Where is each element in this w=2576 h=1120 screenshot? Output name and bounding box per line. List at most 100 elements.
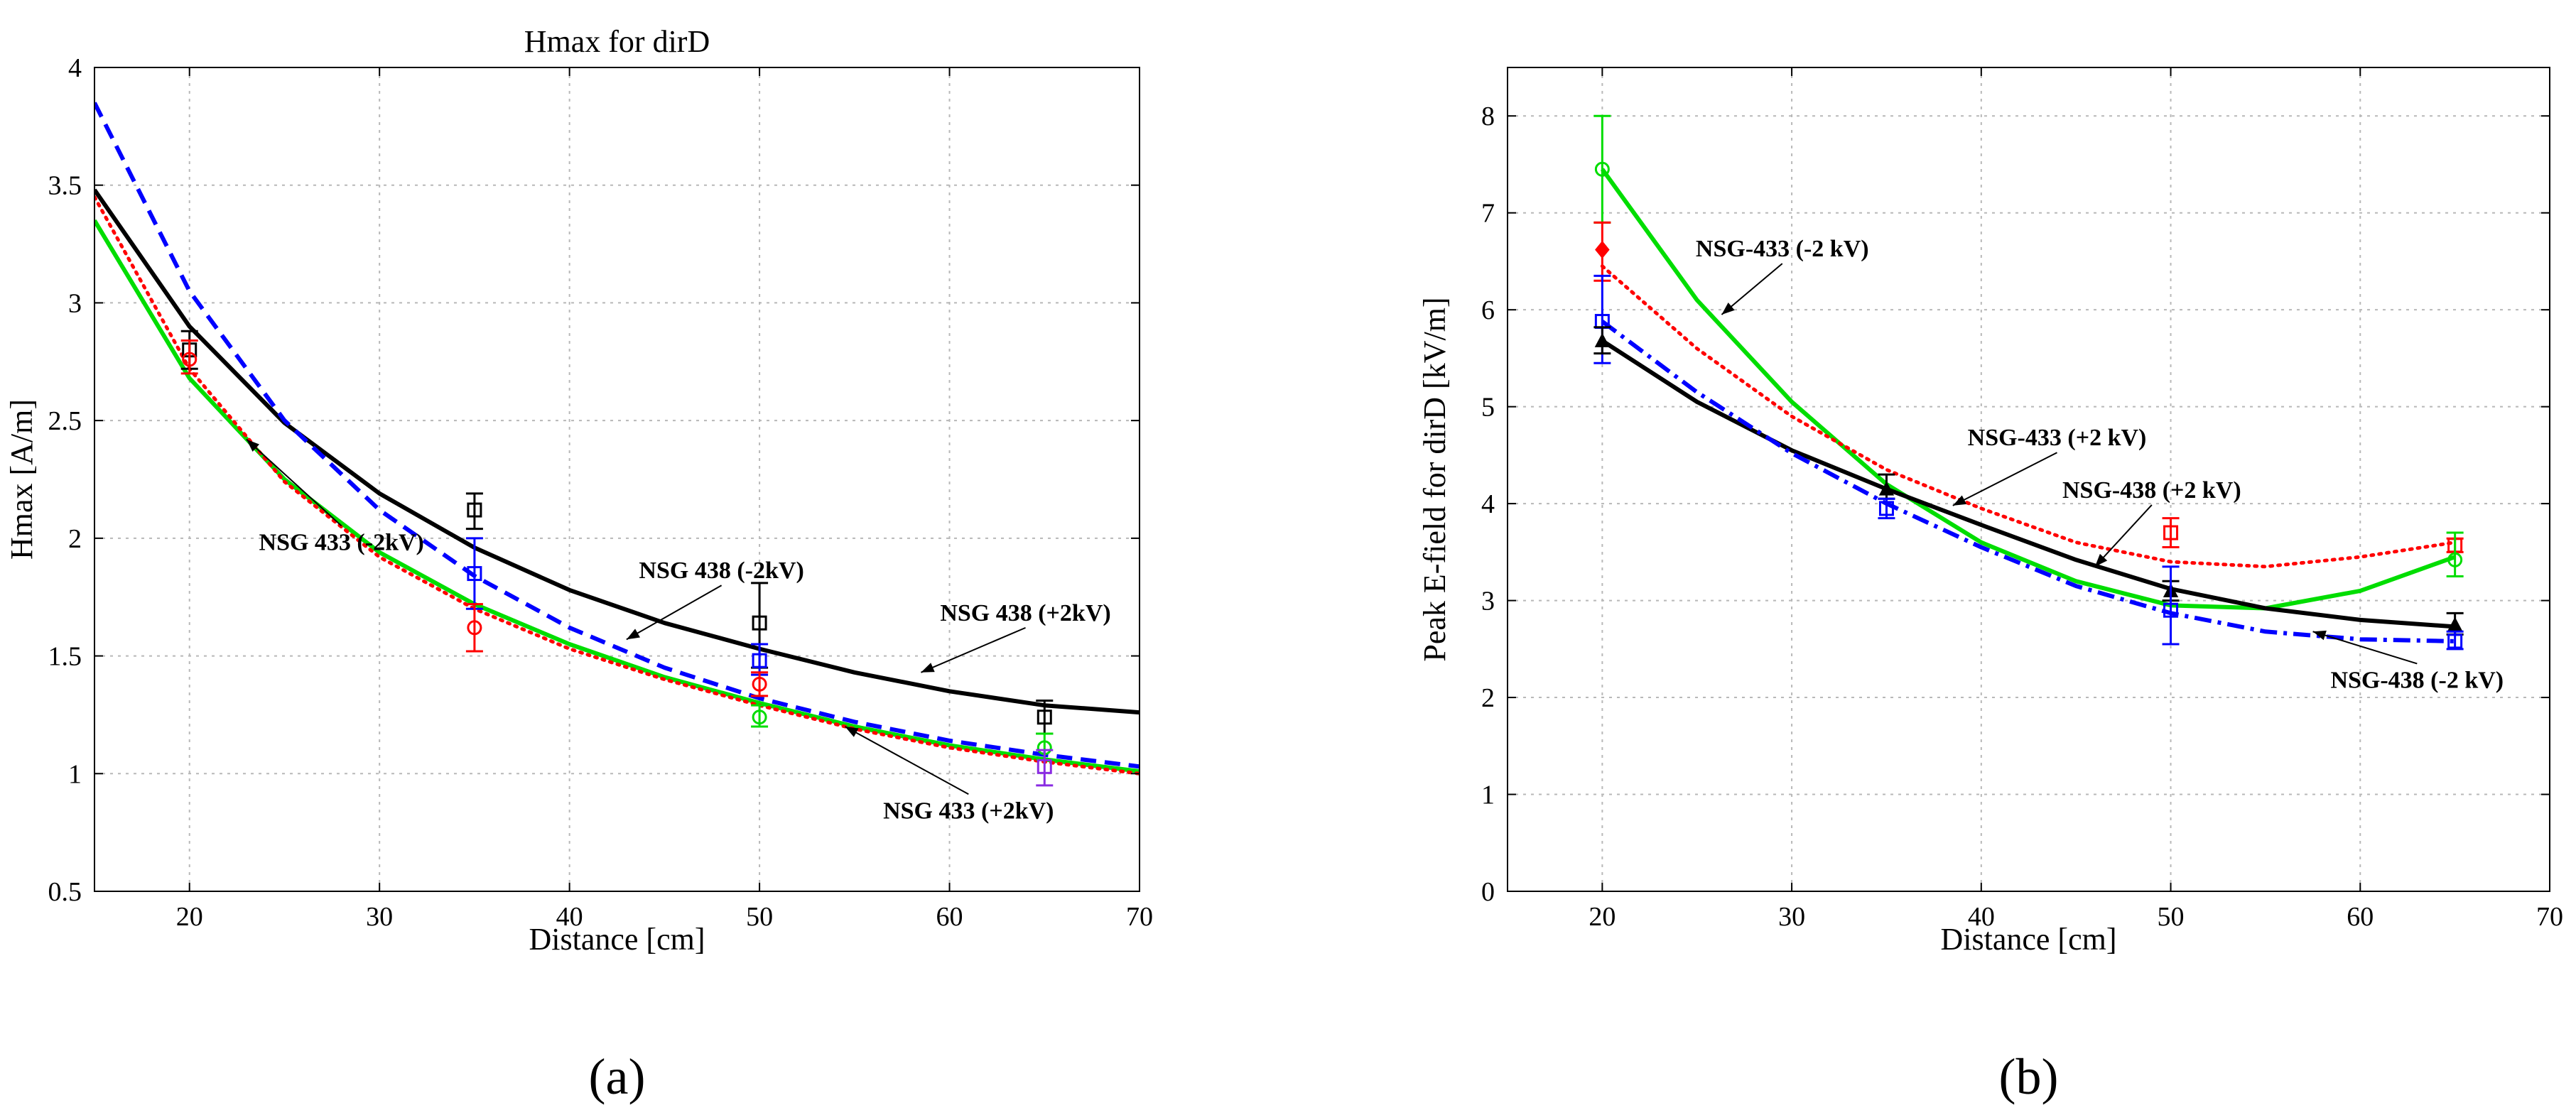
x-tick-label: 50 <box>2158 902 2185 932</box>
annotation-arrow-line <box>1952 452 2057 506</box>
grid <box>1508 67 2550 891</box>
x-tick-label: 20 <box>1589 902 1616 932</box>
annotation-arrowhead <box>1721 303 1735 315</box>
annotation-arrowhead <box>921 663 935 673</box>
annotation-arrow-line <box>626 585 723 641</box>
annotation-label: NSG 433 (-2kV) <box>259 529 424 555</box>
series-line-1 <box>1600 264 2457 569</box>
marker-square <box>467 566 482 582</box>
error-point-11 <box>1036 749 1054 787</box>
series-line-1 <box>94 102 1140 769</box>
annotation-0: NSG 433 (-2kV) <box>246 438 424 555</box>
chart-b: NSG-433 (-2 kV) NSG-433 (+2 kV) NSG-438 (+… <box>1417 67 2563 1105</box>
x-tick-label: 70 <box>1126 902 1153 932</box>
y-tick-label: 3.5 <box>48 171 82 201</box>
y-tick-label: 0.5 <box>48 877 82 907</box>
marker-triangle <box>1594 332 1611 347</box>
panel-label: (b) <box>1999 1048 2059 1105</box>
marker-circle <box>752 709 767 725</box>
error-point-12 <box>2446 630 2464 651</box>
x-tick-label: 30 <box>366 902 393 932</box>
x-tick-label: 60 <box>936 902 963 932</box>
error-point-7 <box>751 671 769 697</box>
error-point-8 <box>2162 565 2180 646</box>
x-tick-label: 50 <box>746 902 773 932</box>
marker-circle <box>2447 552 2463 567</box>
chart-a: NSG 433 (-2kV) NSG 438 (-2kV) NSG 438 (+2k… <box>4 24 1153 1105</box>
series-group <box>1600 168 2457 643</box>
marker-diamond <box>1595 240 1610 259</box>
axes-frame <box>1507 67 2550 892</box>
annotation-arrowhead <box>2094 553 2108 567</box>
y-axis-title: Hmax [A/m] <box>4 399 39 560</box>
x-tick-label: 40 <box>1968 902 1995 932</box>
y-tick-label: 1.5 <box>48 642 82 672</box>
error-point-5 <box>1878 497 1895 520</box>
marker-circle <box>182 352 197 367</box>
x-axis-title: Distance [cm] <box>1941 922 2117 957</box>
annotation-arrowhead <box>2312 630 2327 641</box>
y-tick-label: 5 <box>1481 393 1495 423</box>
annotation-arrowhead <box>246 439 259 452</box>
marker-circle <box>1594 161 1610 177</box>
marker-triangle <box>1878 481 1895 496</box>
marker-square <box>1037 759 1052 774</box>
annotation-1: NSG-433 (+2 kV) <box>1952 425 2147 506</box>
annotation-label: NSG 433 (+2kV) <box>883 798 1054 824</box>
error-point-3 <box>1593 326 1611 355</box>
y-tick-label: 1 <box>1481 781 1495 810</box>
annotation-3: NSG-438 (-2 kV) <box>2312 630 2504 693</box>
x-tick-label: 20 <box>176 902 203 932</box>
annotation-arrowhead <box>1952 495 1967 506</box>
x-tick-label: 40 <box>556 902 583 932</box>
marker-square <box>752 653 767 668</box>
marker-square <box>467 502 482 518</box>
annotation-label: NSG-433 (+2 kV) <box>1968 425 2147 451</box>
annotation-1: NSG 438 (-2kV) <box>626 558 804 641</box>
annotation-label: NSG 438 (+2kV) <box>940 600 1110 626</box>
x-tick-label: 60 <box>2347 902 2374 932</box>
y-tick-label: 2 <box>68 524 82 554</box>
marker-square <box>2163 602 2179 618</box>
series-line-3 <box>94 195 1140 776</box>
annotation-arrow-line <box>844 726 969 795</box>
annotation-3: NSG 433 (+2kV) <box>844 726 1054 824</box>
panel-label: (a) <box>589 1048 646 1105</box>
x-tick-label: 30 <box>1778 902 1805 932</box>
annotation-label: NSG-438 (+2 kV) <box>2062 477 2241 504</box>
y-tick-label: 3 <box>1481 587 1495 616</box>
series-line-2 <box>1601 339 2455 629</box>
y-tick-label: 0 <box>1481 877 1495 907</box>
annotation-label: NSG-438 (-2 kV) <box>2330 667 2504 693</box>
series-group <box>94 102 1140 776</box>
series-line-3 <box>1601 320 2455 643</box>
y-axis-title: Peak E-field for dirD [kV/m] <box>1417 297 1452 661</box>
marker-circle <box>752 676 767 692</box>
annotation-arrow-line <box>246 438 342 527</box>
y-tick-label: 7 <box>1481 199 1495 229</box>
y-tick-label: 8 <box>1481 102 1495 131</box>
error-point-6 <box>2162 517 2180 549</box>
y-tick-label: 2 <box>1481 683 1495 713</box>
y-tick-label: 4 <box>1481 489 1495 519</box>
y-tick-label: 2.5 <box>48 406 82 436</box>
marker-square <box>752 615 767 631</box>
marker-triangle <box>2447 616 2463 631</box>
marker-square <box>2447 634 2463 649</box>
marker-square <box>1037 709 1052 725</box>
series-line-0 <box>1600 168 2456 611</box>
annotation-arrow-line <box>2094 504 2153 567</box>
axes-frame <box>94 67 1140 892</box>
marker-square <box>1878 501 1894 516</box>
x-tick-label: 70 <box>2536 902 2563 932</box>
marker-square <box>2163 525 2179 540</box>
annotation-label: NSG-433 (-2 kV) <box>1696 236 1869 262</box>
y-tick-label: 6 <box>1481 295 1495 325</box>
error-point-4 <box>465 603 483 653</box>
grid <box>94 67 1140 891</box>
x-axis-title: Distance [cm] <box>529 922 705 957</box>
error-point-10 <box>2446 531 2464 577</box>
chart-title: Hmax for dirD <box>524 24 710 59</box>
y-tick-label: 4 <box>68 53 82 83</box>
